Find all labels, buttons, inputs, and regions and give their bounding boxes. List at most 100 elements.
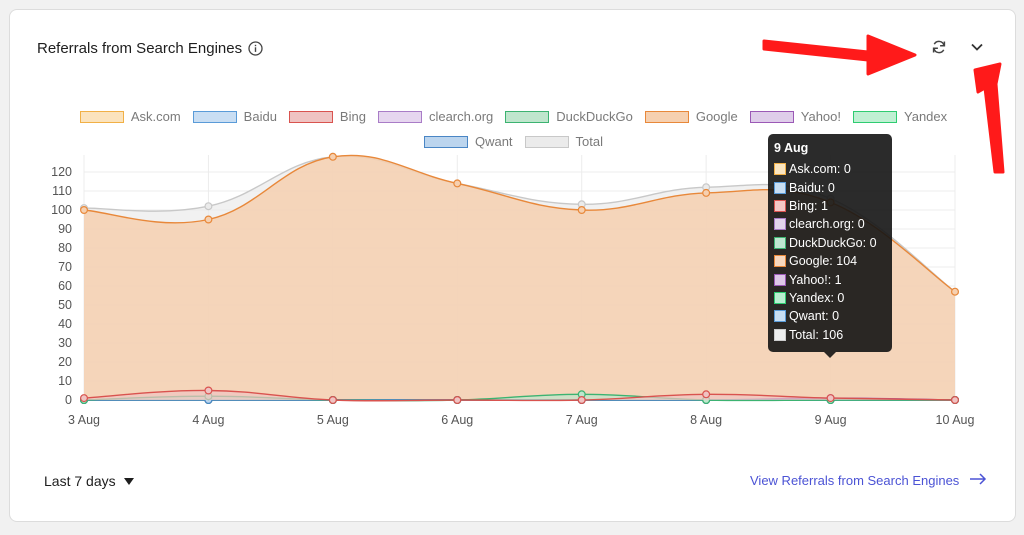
data-point-google — [950, 287, 959, 296]
y-tick-label: 30 — [58, 336, 72, 350]
legend-item-duckduckgo[interactable]: DuckDuckGo — [505, 109, 633, 124]
tooltip-swatch — [774, 199, 786, 212]
y-tick-label: 100 — [51, 203, 72, 217]
legend-item-google[interactable]: Google — [644, 109, 738, 124]
date-range-select[interactable]: Last 7 days — [44, 473, 134, 489]
legend-item-bing[interactable]: Bing — [288, 109, 366, 124]
data-point-bing — [702, 390, 711, 399]
card-header-actions — [928, 38, 988, 60]
legend-row: Qwant Total — [10, 129, 1017, 154]
tooltip-row-label: Google: 104 — [789, 254, 858, 269]
chart-tooltip: 9 Aug Ask.com: 0 Baidu: 0 Bing: 1 clearch.o… — [768, 134, 892, 358]
legend-label: Bing — [339, 109, 366, 124]
legend-swatch — [192, 110, 237, 123]
tooltip-row: Total: 106 — [774, 326, 886, 344]
data-point-bing — [950, 396, 959, 405]
refresh-button[interactable] — [928, 38, 950, 60]
tooltip-swatch — [774, 255, 786, 268]
legend-label: Ask.com — [130, 109, 181, 124]
tooltip-title: 9 Aug — [774, 141, 809, 155]
tooltip-row: Qwant: 0 — [774, 307, 886, 325]
series-line-bing — [83, 389, 956, 402]
view-referrals-link[interactable]: View Referrals from Search Engines — [750, 473, 987, 488]
y-tick-label: 120 — [51, 165, 72, 179]
data-point-bing — [79, 394, 88, 403]
legend-label: Qwant — [474, 134, 513, 149]
tooltip-swatch — [774, 310, 786, 323]
data-point-google — [577, 206, 586, 215]
data-point-google — [328, 152, 337, 161]
tooltip-row: Bing: 1 — [774, 197, 886, 215]
arrow-right-icon — [969, 473, 987, 488]
x-tick-label: 6 Aug — [441, 413, 473, 427]
chevron-down-icon — [970, 40, 984, 59]
legend-swatch — [524, 135, 569, 148]
data-point-google — [79, 206, 88, 215]
tooltip-row: Baidu: 0 — [774, 178, 886, 196]
legend-item-qwant[interactable]: Qwant — [423, 134, 513, 149]
legend-swatch — [853, 110, 898, 123]
tooltip-row-label: DuckDuckGo: 0 — [789, 235, 877, 250]
legend-item-baidu[interactable]: Baidu — [192, 109, 277, 124]
y-tick-label: 40 — [58, 317, 72, 331]
legend-row: Ask.com Baidu Bing clearch.org DuckDuckGo Goo… — [10, 104, 1017, 129]
legend-swatch — [288, 110, 333, 123]
legend-item-yandex[interactable]: Yandex — [853, 109, 947, 124]
y-tick-label: 60 — [58, 279, 72, 293]
tooltip-row-label: Qwant: 0 — [789, 309, 840, 324]
tooltip-row-label: Baidu: 0 — [789, 180, 835, 195]
y-tick-label: 90 — [58, 222, 72, 236]
tooltip-row-label: Ask.com: 0 — [789, 162, 851, 177]
x-tick-label: 7 Aug — [566, 413, 598, 427]
data-point-google — [702, 188, 711, 197]
tooltip-row-label: Bing: 1 — [789, 198, 828, 213]
x-tick-label: 3 Aug — [68, 413, 100, 427]
legend-swatch — [423, 135, 468, 148]
legend-label: Yahoo! — [800, 109, 842, 124]
collapse-button[interactable] — [966, 38, 988, 60]
tooltip-swatch — [774, 291, 786, 304]
legend-label: Yandex — [904, 109, 948, 124]
data-point-total — [204, 202, 213, 211]
series-area-duckduckgo — [84, 394, 955, 401]
y-tick-label: 50 — [58, 298, 72, 312]
tooltip-swatch — [774, 236, 786, 249]
tooltip-row: Yandex: 0 — [774, 289, 886, 307]
tooltip-row: DuckDuckGo: 0 — [774, 234, 886, 252]
tooltip-swatch — [774, 218, 786, 231]
y-tick-label: 0 — [65, 393, 72, 407]
tooltip-row: Ask.com: 0 — [774, 160, 886, 178]
legend-item-yahoo[interactable]: Yahoo! — [749, 109, 842, 124]
info-icon[interactable] — [248, 41, 263, 56]
y-tick-label: 70 — [58, 260, 72, 274]
tooltip-row-label: clearch.org: 0 — [789, 217, 865, 232]
series-area-google — [84, 155, 955, 400]
tooltip-row-label: Yandex: 0 — [789, 290, 845, 305]
tooltip-swatch — [774, 181, 786, 194]
data-point-bing — [204, 386, 213, 395]
legend-item-total[interactable]: Total — [524, 134, 604, 149]
legend-item-clearch-org[interactable]: clearch.org — [377, 109, 493, 124]
x-tick-label: 10 Aug — [936, 413, 975, 427]
chart-legend: Ask.com Baidu Bing clearch.org DuckDuckGo Goo… — [10, 104, 1017, 154]
legend-item-ask-com[interactable]: Ask.com — [79, 109, 181, 124]
x-tick-label: 5 Aug — [317, 413, 349, 427]
legend-label: DuckDuckGo — [556, 109, 633, 124]
date-range-label: Last 7 days — [44, 473, 116, 489]
data-point-bing — [328, 396, 337, 405]
card-title-text: Referrals from Search Engines — [37, 40, 243, 57]
legend-swatch — [377, 110, 422, 123]
legend-swatch — [644, 110, 689, 123]
legend-label: Baidu — [243, 109, 277, 124]
y-tick-label: 10 — [58, 374, 72, 388]
legend-swatch — [505, 110, 550, 123]
data-point-bing — [577, 396, 586, 405]
legend-label: Total — [575, 134, 604, 149]
y-tick-label: 80 — [58, 241, 72, 255]
legend-label: Google — [695, 109, 738, 124]
refresh-icon — [931, 39, 947, 60]
legend-swatch — [749, 110, 794, 123]
tooltip-swatch — [774, 273, 786, 286]
y-tick-label: 20 — [58, 355, 72, 369]
